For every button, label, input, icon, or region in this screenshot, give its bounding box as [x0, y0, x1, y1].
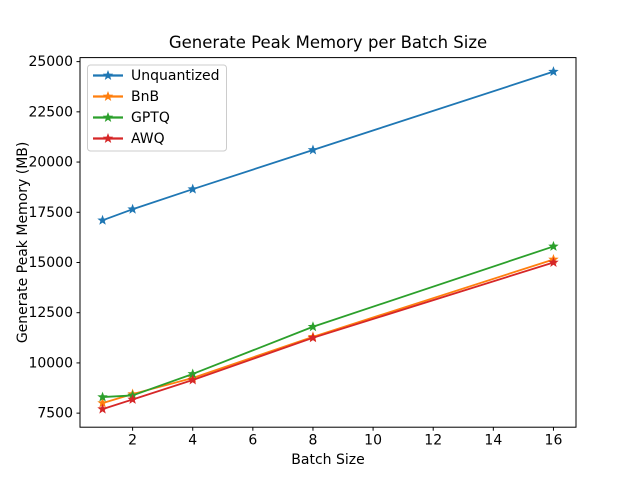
legend-item-gptq: GPTQ — [93, 110, 170, 126]
data-point-marker — [127, 203, 138, 214]
data-point-marker — [97, 403, 108, 414]
series-awq — [97, 256, 559, 414]
legend-marker — [102, 133, 114, 143]
series-line — [101, 261, 555, 411]
legend-marker — [102, 70, 114, 80]
series-bnb — [97, 253, 559, 408]
x-tick-label: 2 — [128, 433, 137, 449]
y-tick-label: 7500 — [37, 406, 73, 422]
legend-label: Unquantized — [131, 68, 220, 84]
legend-item-awq: AWQ — [93, 131, 165, 147]
data-point-marker — [548, 240, 559, 251]
data-point-marker — [548, 66, 559, 77]
data-point-marker — [187, 374, 198, 385]
series-line — [101, 245, 555, 398]
legend-marker — [102, 91, 114, 101]
data-point-marker — [97, 391, 108, 402]
x-tick-label: 8 — [309, 433, 318, 449]
data-point-marker — [307, 321, 319, 332]
series-unquantized — [97, 66, 559, 225]
y-tick-label: 15000 — [28, 255, 73, 271]
chart-title: Generate Peak Memory per Batch Size — [169, 33, 487, 52]
data-point-marker — [97, 214, 108, 225]
legend-marker — [102, 112, 114, 122]
y-axis-ticks: 7500 10000 12500 15000 17500 20000 22500 25000 — [28, 54, 80, 422]
x-tick-label: 14 — [484, 433, 502, 449]
y-tick-label: 22500 — [28, 104, 73, 120]
data-point-marker — [187, 368, 198, 379]
legend-item-bnb: BnB — [93, 89, 159, 105]
y-tick-label: 10000 — [28, 355, 73, 371]
legend-box — [87, 64, 227, 152]
axes-spines — [79, 57, 577, 428]
data-point-marker — [97, 397, 108, 408]
series-gptq — [97, 240, 559, 402]
data-point-marker — [307, 332, 319, 343]
x-tick-label: 12 — [424, 433, 442, 449]
legend-label: AWQ — [131, 131, 165, 147]
x-axis-label: Batch Size — [291, 452, 364, 468]
y-tick-label: 20000 — [28, 155, 73, 171]
x-axis-ticks: 2 4 6 8 10 12 14 16 — [128, 427, 562, 449]
y-tick-label: 12500 — [28, 305, 73, 321]
data-point-marker — [187, 183, 198, 194]
x-tick-label: 10 — [364, 433, 382, 449]
y-tick-label: 25000 — [28, 54, 73, 70]
data-point-marker — [307, 144, 319, 155]
legend-item-unquantized: Unquantized — [93, 68, 220, 84]
x-tick-label: 16 — [545, 433, 563, 449]
legend-label: GPTQ — [131, 110, 170, 126]
x-tick-label: 4 — [188, 433, 197, 449]
legend-label: BnB — [131, 89, 159, 105]
x-tick-label: 6 — [248, 433, 257, 449]
data-point-marker — [127, 393, 138, 404]
plot-area: 2 4 6 8 10 12 14 16 7500 10000 12500 15000 17500 2000… — [28, 54, 577, 449]
y-tick-label: 17500 — [28, 205, 73, 221]
y-axis-label: Generate Peak Memory (MB) — [15, 142, 31, 344]
data-point-marker — [548, 256, 559, 267]
legend: Unquantized BnB GPTQ AWQ — [87, 64, 227, 152]
